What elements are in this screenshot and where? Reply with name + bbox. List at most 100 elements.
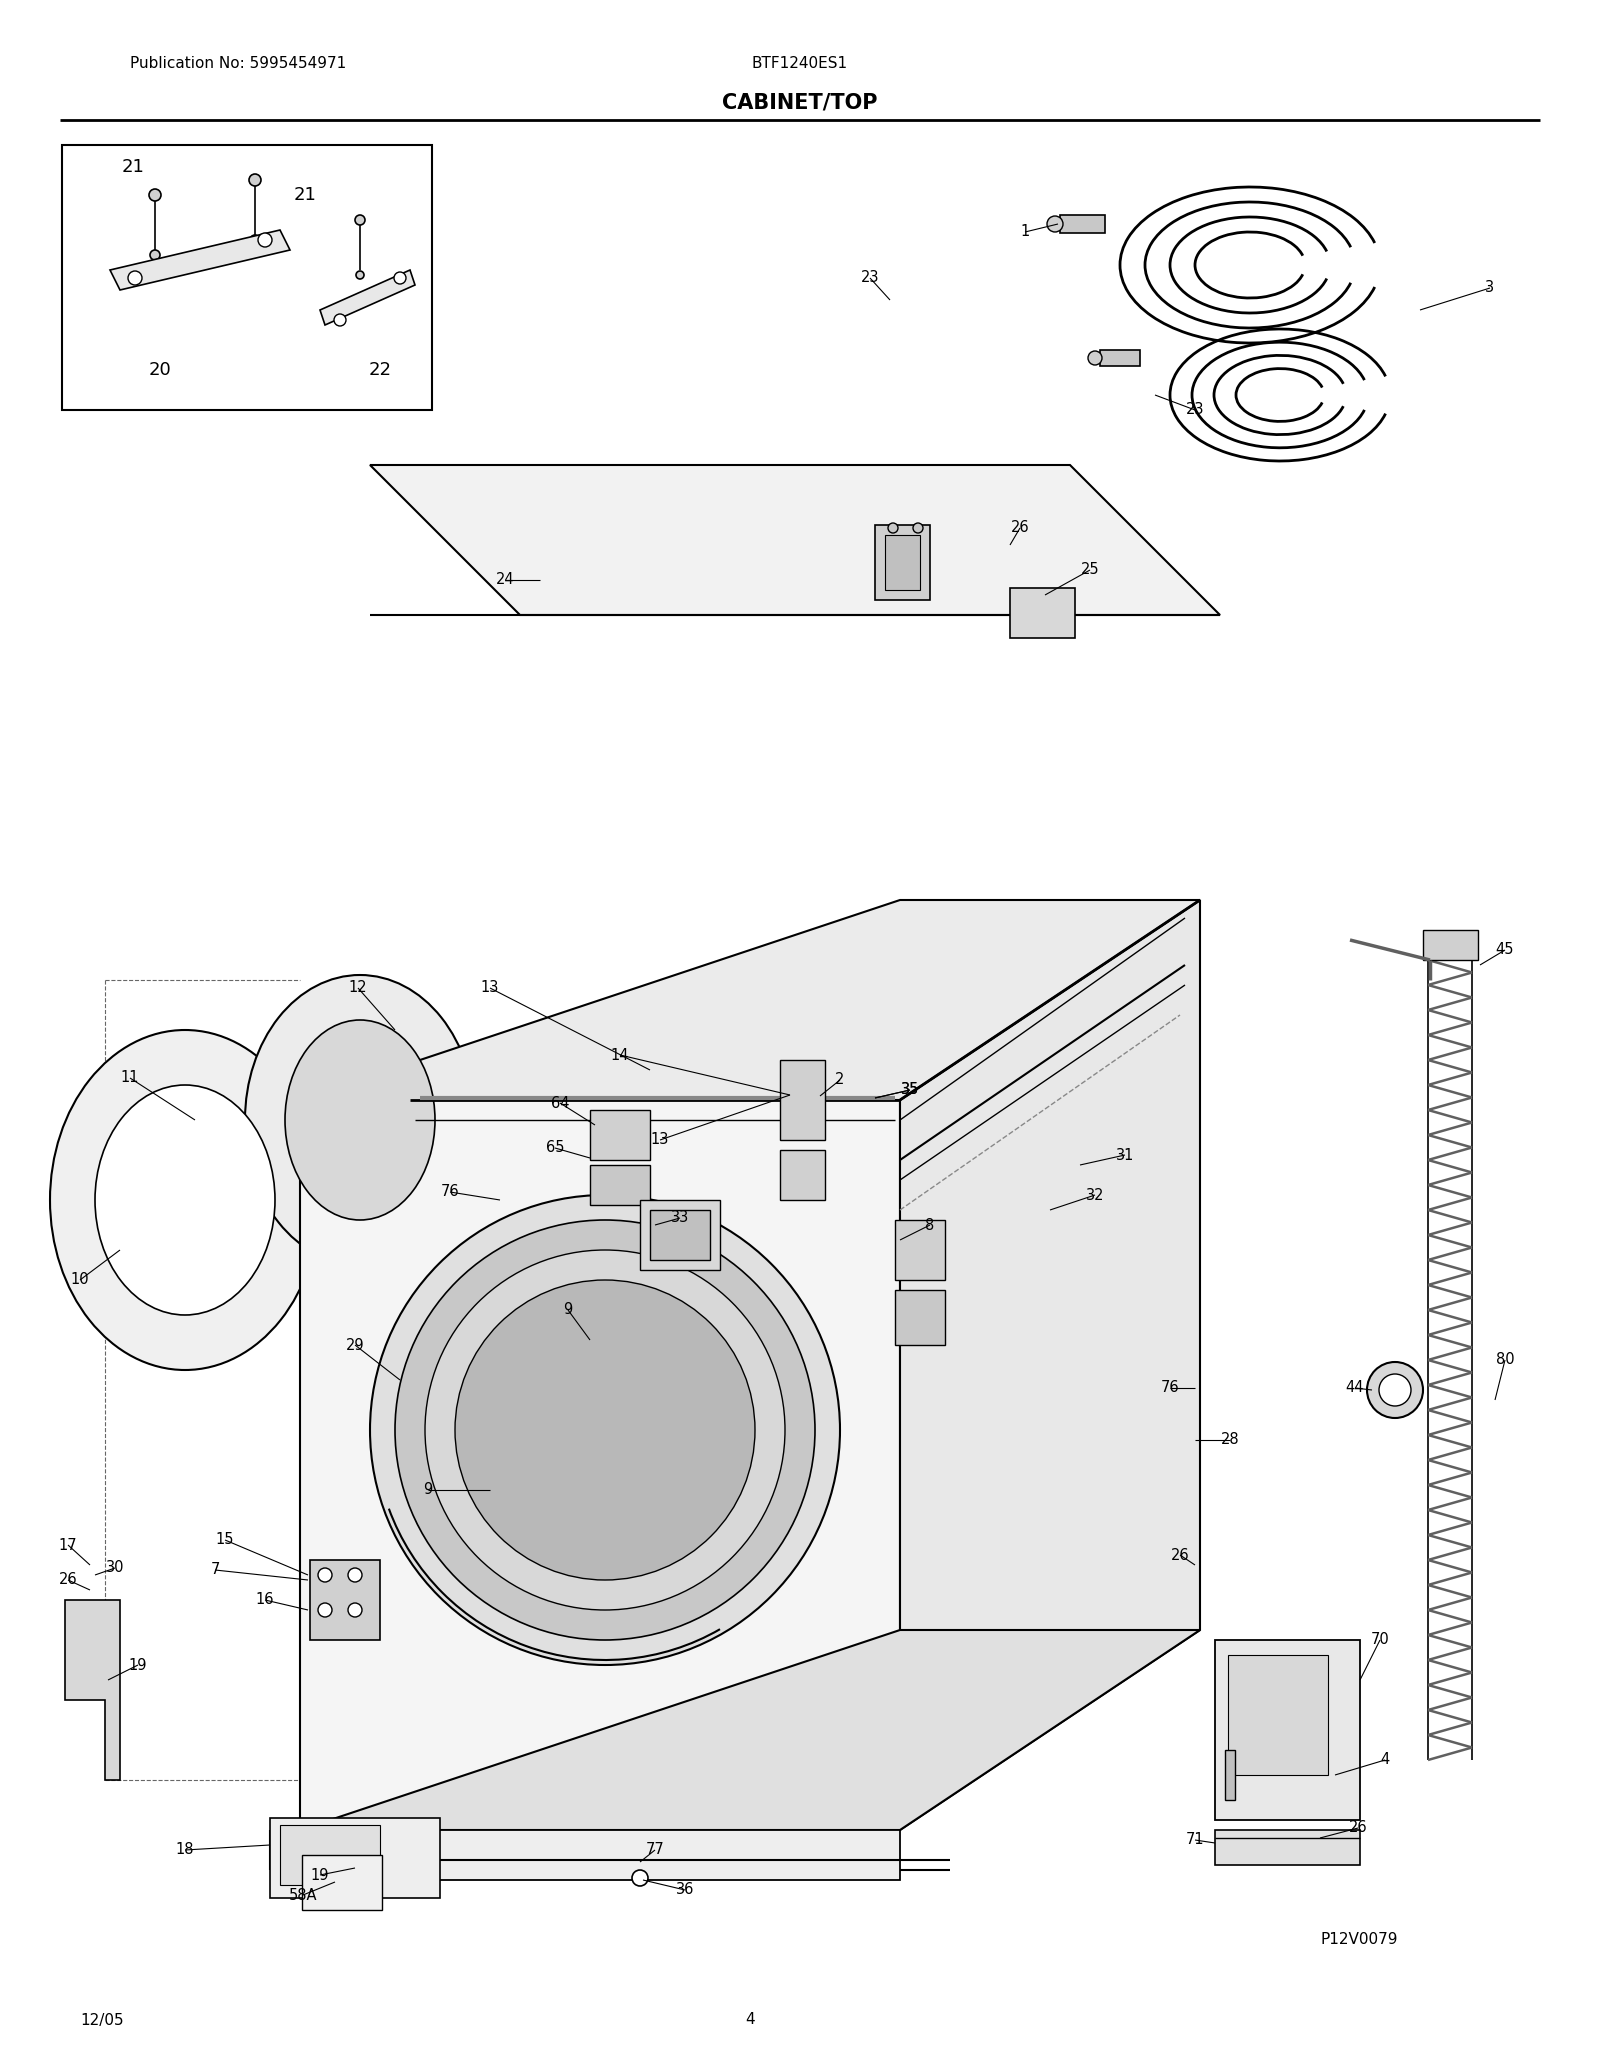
- Circle shape: [318, 1602, 333, 1617]
- Bar: [590, 1165, 650, 1205]
- Bar: [1010, 588, 1075, 638]
- Bar: [894, 1290, 946, 1346]
- Bar: [894, 1219, 946, 1279]
- Bar: [280, 1826, 381, 1886]
- Bar: [640, 1201, 720, 1271]
- Polygon shape: [110, 230, 290, 290]
- Circle shape: [349, 1602, 362, 1617]
- Text: 45: 45: [1496, 942, 1514, 958]
- Text: 36: 36: [675, 1882, 694, 1898]
- Circle shape: [395, 1219, 814, 1639]
- Text: 65: 65: [546, 1141, 565, 1155]
- Text: 9: 9: [563, 1302, 573, 1317]
- Bar: [781, 1151, 826, 1201]
- Circle shape: [1088, 352, 1102, 364]
- Bar: [1059, 215, 1106, 234]
- Circle shape: [914, 524, 923, 532]
- Text: 22: 22: [368, 360, 392, 379]
- Bar: [1422, 929, 1478, 960]
- Text: CABINET/TOP: CABINET/TOP: [722, 93, 878, 114]
- Text: 20: 20: [149, 360, 171, 379]
- Text: 30: 30: [106, 1561, 125, 1575]
- Text: 14: 14: [611, 1047, 629, 1062]
- Bar: [270, 1817, 440, 1898]
- Circle shape: [258, 234, 272, 246]
- Circle shape: [1366, 1362, 1422, 1418]
- Text: 44: 44: [1346, 1381, 1365, 1395]
- Text: 17: 17: [59, 1538, 77, 1552]
- Text: 25: 25: [1080, 563, 1099, 578]
- Circle shape: [355, 271, 365, 279]
- Polygon shape: [899, 900, 1200, 1830]
- Bar: [781, 1060, 826, 1141]
- Text: 70: 70: [1371, 1633, 1389, 1648]
- Text: 64: 64: [550, 1095, 570, 1110]
- Circle shape: [888, 524, 898, 532]
- Circle shape: [466, 1290, 746, 1569]
- Text: 77: 77: [646, 1842, 664, 1857]
- Circle shape: [349, 1567, 362, 1581]
- Circle shape: [334, 315, 346, 325]
- Text: 26: 26: [1171, 1548, 1189, 1563]
- Text: 23: 23: [861, 271, 880, 286]
- Text: 19: 19: [310, 1867, 330, 1882]
- Text: 1: 1: [1021, 224, 1030, 240]
- Text: 11: 11: [120, 1070, 139, 1085]
- Bar: [310, 1561, 381, 1639]
- Text: 33: 33: [670, 1211, 690, 1225]
- Text: 15: 15: [216, 1532, 234, 1548]
- Circle shape: [318, 1567, 333, 1581]
- Text: 7: 7: [210, 1563, 219, 1577]
- Text: 3: 3: [1485, 282, 1494, 296]
- Circle shape: [394, 271, 406, 284]
- Polygon shape: [301, 1830, 899, 1880]
- Text: 71: 71: [1186, 1832, 1205, 1849]
- Polygon shape: [320, 269, 414, 325]
- Text: 35: 35: [901, 1083, 918, 1097]
- Bar: [875, 526, 930, 600]
- Text: 23: 23: [1186, 402, 1205, 418]
- Circle shape: [1379, 1374, 1411, 1406]
- Circle shape: [435, 1261, 774, 1600]
- Text: 58A: 58A: [288, 1888, 317, 1902]
- Circle shape: [250, 236, 259, 244]
- Ellipse shape: [94, 1085, 275, 1314]
- Circle shape: [149, 188, 162, 201]
- Text: 8: 8: [925, 1217, 934, 1232]
- Bar: [1101, 350, 1139, 366]
- Text: 32: 32: [1086, 1188, 1104, 1203]
- Circle shape: [128, 271, 142, 286]
- Text: 4: 4: [746, 2012, 755, 2027]
- Text: 19: 19: [128, 1658, 147, 1673]
- Circle shape: [150, 250, 160, 261]
- Text: 29: 29: [346, 1337, 365, 1352]
- Polygon shape: [301, 900, 1200, 1099]
- Text: 24: 24: [496, 573, 514, 588]
- Text: 18: 18: [176, 1842, 194, 1857]
- Circle shape: [426, 1250, 786, 1610]
- Circle shape: [355, 215, 365, 226]
- Text: 26: 26: [59, 1573, 77, 1588]
- Circle shape: [454, 1279, 755, 1579]
- Bar: [1214, 1639, 1360, 1820]
- Bar: [650, 1211, 710, 1261]
- Bar: [302, 1855, 382, 1911]
- Bar: [1226, 1749, 1235, 1801]
- Text: 12: 12: [349, 981, 368, 996]
- Text: 10: 10: [70, 1273, 90, 1288]
- Text: 4: 4: [1381, 1753, 1390, 1768]
- Text: 76: 76: [440, 1184, 459, 1199]
- Circle shape: [370, 1194, 840, 1664]
- Text: 26: 26: [1349, 1820, 1368, 1836]
- Ellipse shape: [245, 975, 475, 1265]
- Text: 13: 13: [651, 1132, 669, 1147]
- Text: 80: 80: [1496, 1352, 1514, 1368]
- Text: 9: 9: [424, 1482, 432, 1497]
- Polygon shape: [370, 466, 1221, 615]
- Polygon shape: [301, 1629, 1200, 1830]
- Text: 21: 21: [293, 186, 317, 205]
- Text: 31: 31: [1115, 1147, 1134, 1163]
- Text: 21: 21: [122, 157, 144, 176]
- Text: 28: 28: [1221, 1432, 1240, 1447]
- Text: 35: 35: [901, 1083, 918, 1097]
